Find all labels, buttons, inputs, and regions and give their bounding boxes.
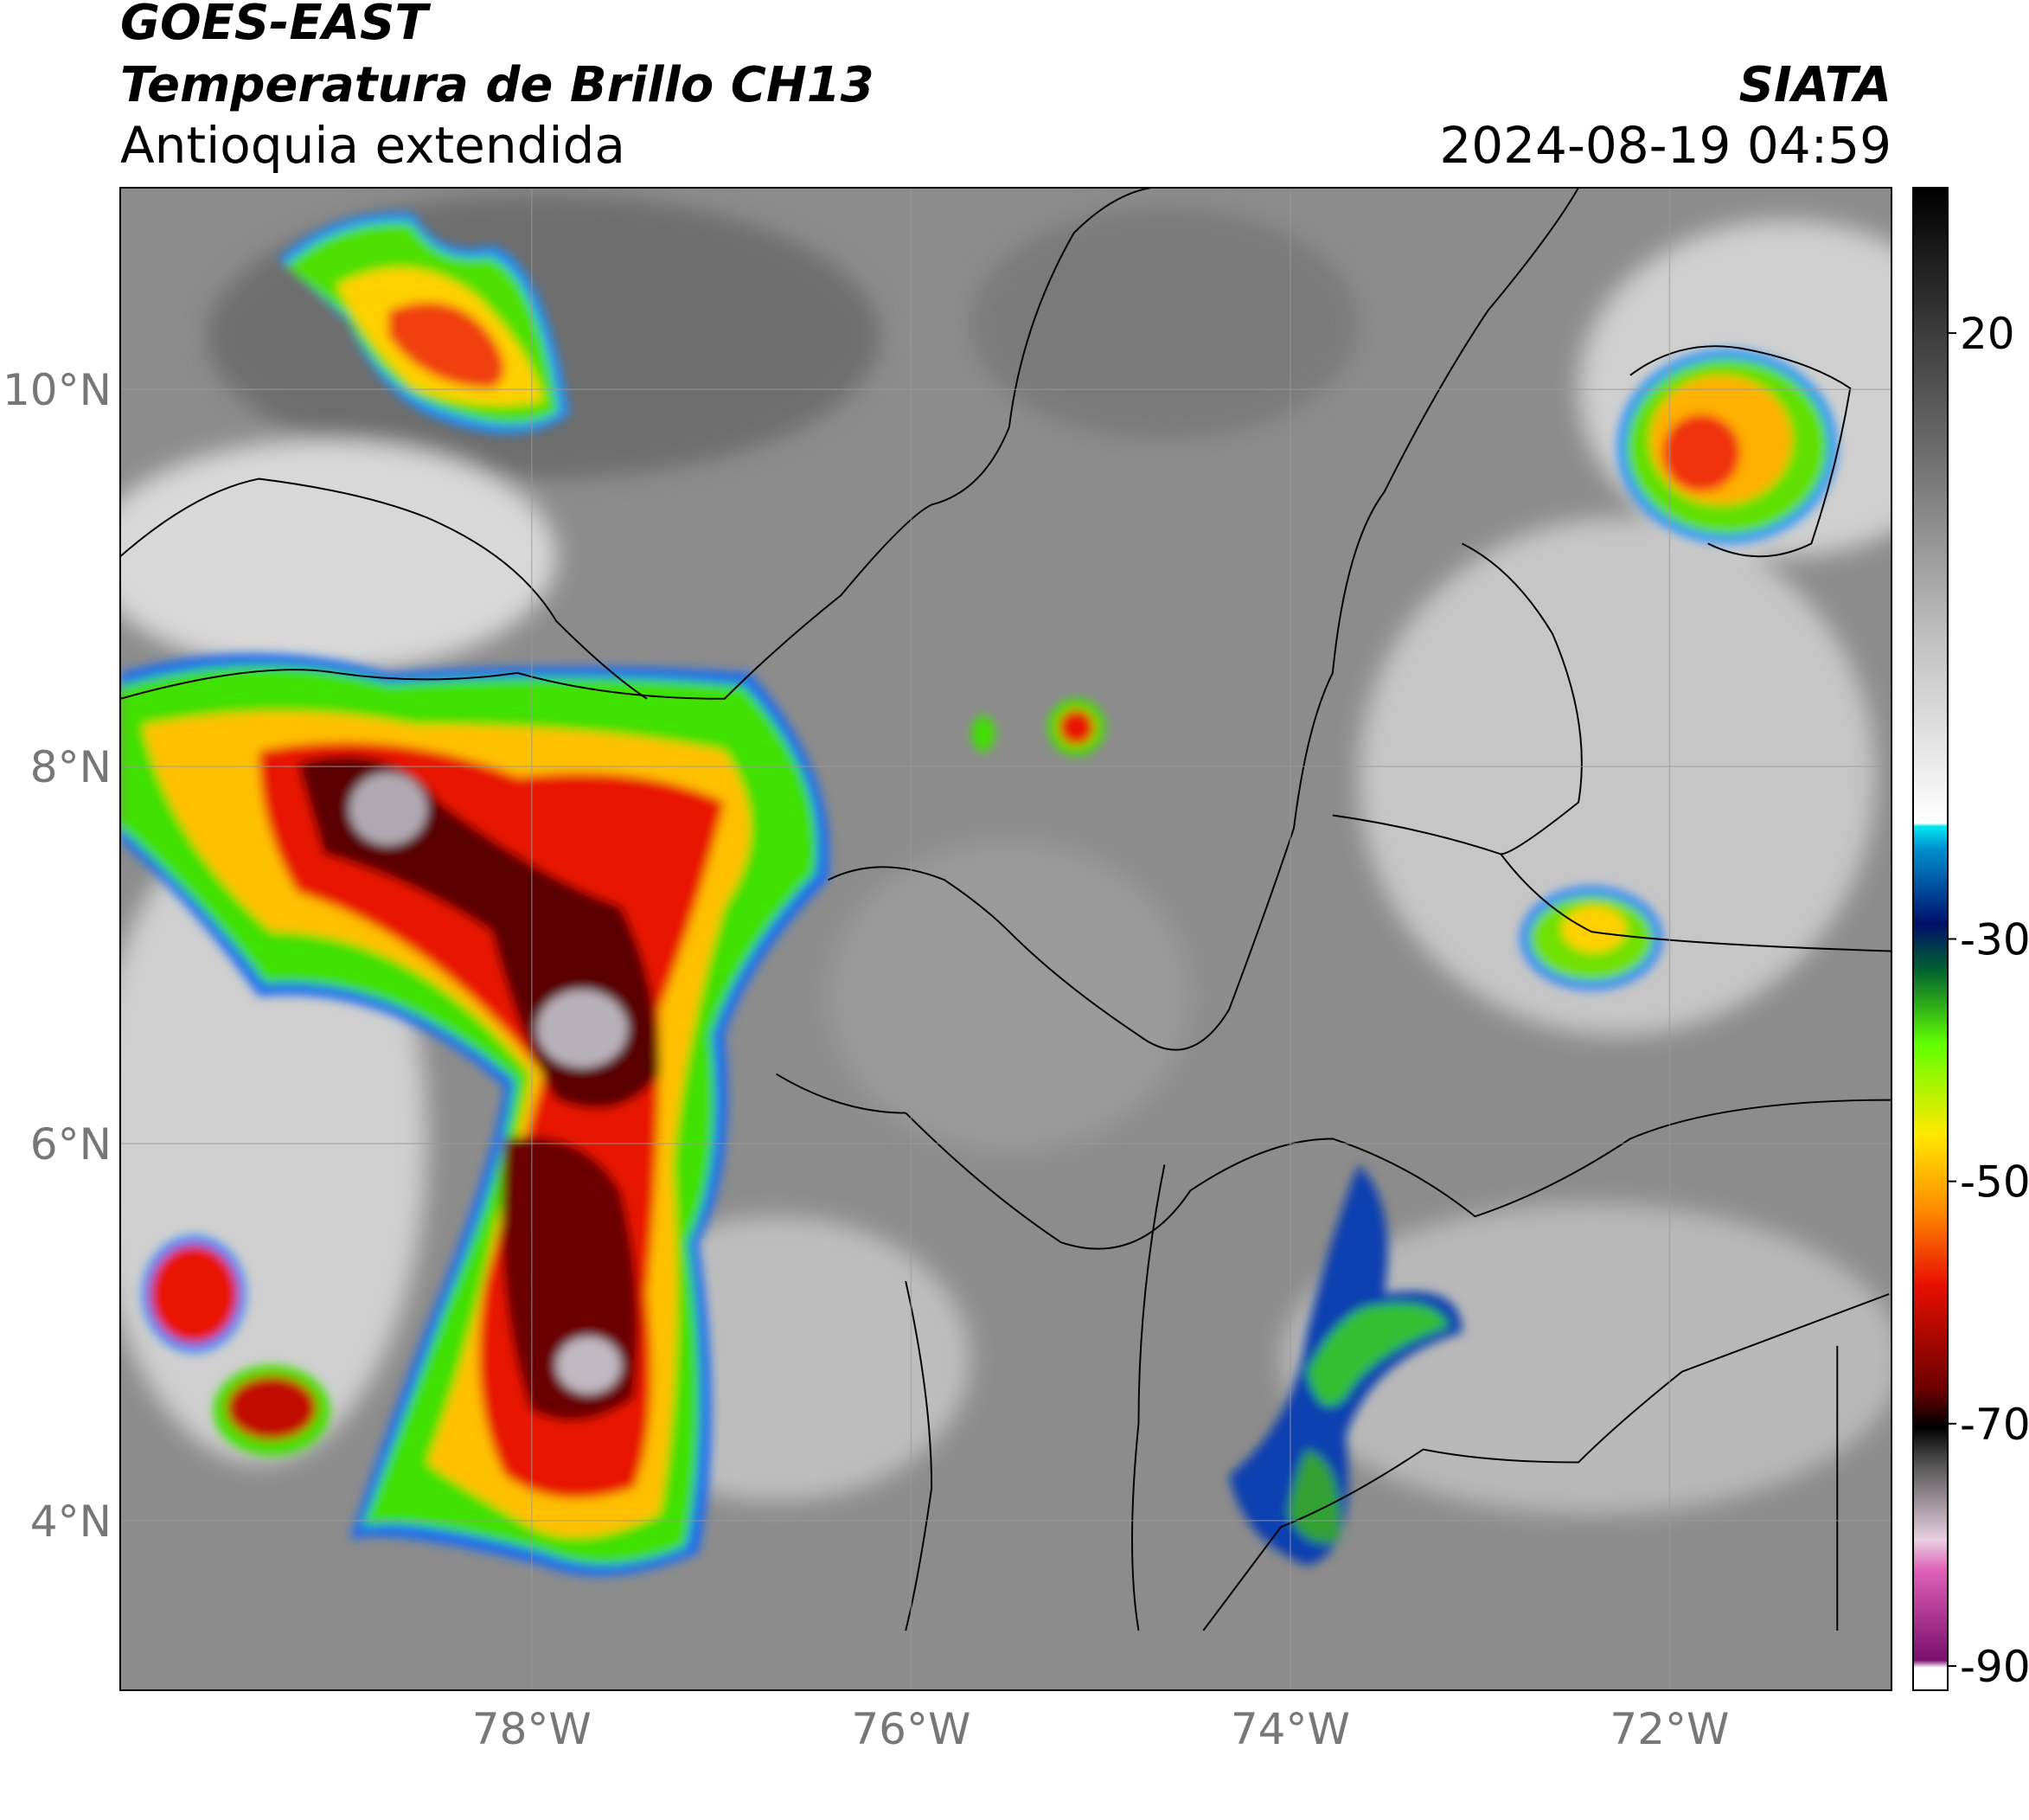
lon-tick-label: 72°W <box>1610 1704 1729 1754</box>
borders <box>120 188 1891 1631</box>
graticule <box>120 188 1891 1690</box>
axes: 78°W 76°W 74°W 72°W 4°N 6°N 8°N 10°N 20 -30 -50 -70… <box>3 309 2029 1754</box>
map-image <box>120 188 1891 1690</box>
lon-tick-label: 76°W <box>851 1704 970 1754</box>
lon-tick-label: 78°W <box>472 1704 592 1754</box>
region: Antioquia extendida <box>120 116 625 175</box>
satellite: GOES-EAST <box>120 0 431 51</box>
colorbar-tick-label: -50 <box>1960 1157 2029 1208</box>
lat-tick-label: 10°N <box>3 365 112 415</box>
lat-tick-label: 6°N <box>30 1119 112 1170</box>
colorbar-tick-label: 20 <box>1960 309 2015 359</box>
colorbar <box>1912 187 1949 1691</box>
source: SIATA <box>1739 57 1891 113</box>
colorbar-tick-label: -70 <box>1960 1400 2029 1450</box>
lat-tick-label: 8°N <box>30 742 112 792</box>
lat-tick-label: 4°N <box>30 1496 112 1547</box>
map-frame <box>119 187 1892 1691</box>
datetime: 2024-08-19 04:59 <box>1439 116 1891 175</box>
colorbar-tick-label: -90 <box>1960 1642 2029 1692</box>
lon-tick-label: 74°W <box>1231 1704 1350 1754</box>
colorbar-tick-label: -30 <box>1960 915 2029 965</box>
product: Temperatura de Brillo CH13 <box>120 57 874 113</box>
